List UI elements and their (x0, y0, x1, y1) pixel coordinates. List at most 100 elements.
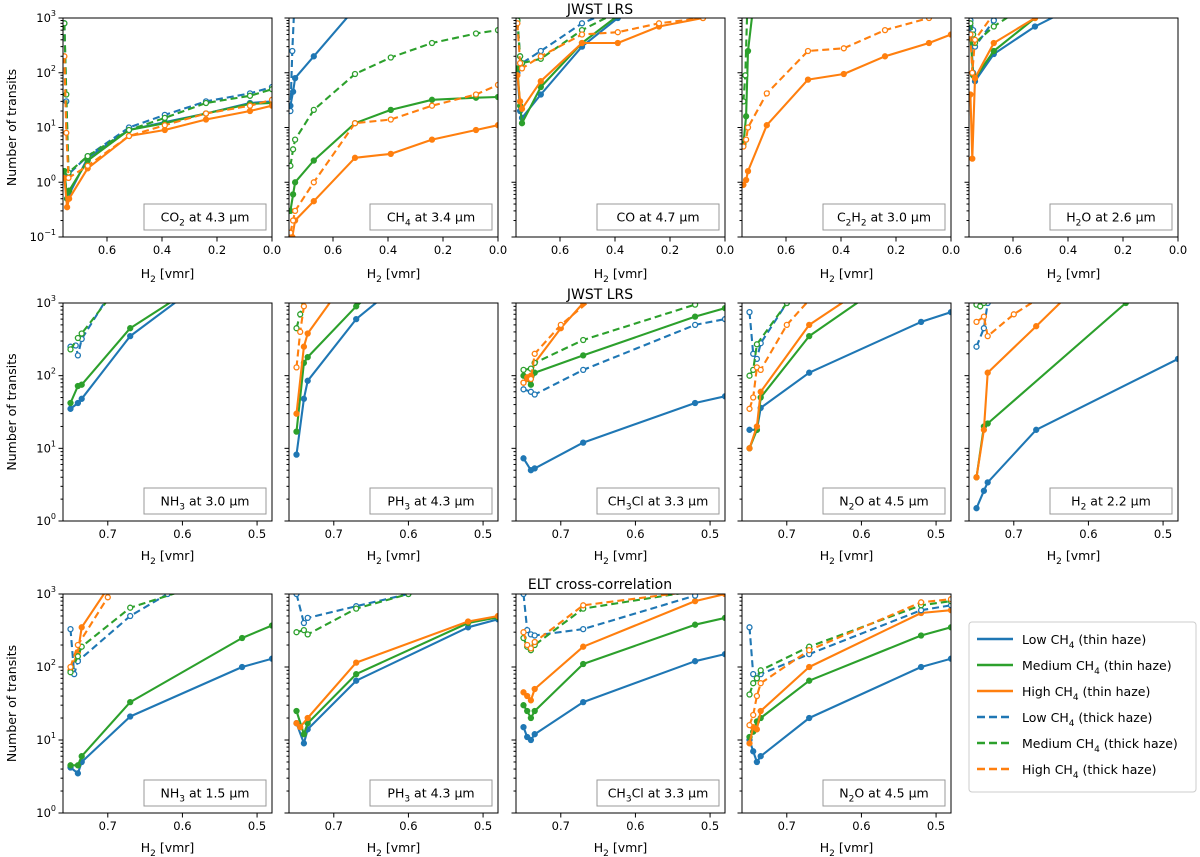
data-point-med_thin (990, 47, 997, 55)
data-point-low_thick (691, 321, 699, 329)
data-point-high_thin (969, 155, 976, 162)
data-point-high_thick (297, 328, 304, 336)
data-point-high_thick (1010, 311, 1017, 318)
panel-1-2: 0.6 0.4 0.2 0.0 H2 [vmr] CH4 at 3.4 μm (284, 17, 507, 285)
x-tick-label: 0.0 (716, 243, 734, 257)
data-point-med_thick (405, 594, 412, 598)
y-tick-label: 100 (36, 512, 56, 528)
series-line-low_thin (69, 303, 177, 410)
data-point-high_thick (746, 721, 753, 729)
data-point-low_thin (67, 405, 74, 412)
species-label-box (822, 203, 946, 231)
x-tick-label: 0.6 (324, 243, 342, 257)
x-axis-label: H2 [vmr] (1047, 548, 1101, 567)
y-axis-label: Number of transits (4, 353, 19, 470)
data-point-med_thick (74, 334, 82, 342)
series-line-high_thick (289, 83, 498, 233)
data-point-high_thin (746, 740, 753, 747)
series-line-med_thin (742, 18, 753, 145)
x-tick-label: 0.6 (777, 243, 795, 257)
x-axis-label: H2 [vmr] (367, 840, 421, 857)
y-tick-label: 102 (36, 658, 56, 674)
plot-frame (515, 593, 726, 814)
data-point-high_thick (881, 26, 889, 34)
data-point-high_thin (990, 39, 997, 47)
data-point-high_thin (614, 39, 621, 47)
x-tick-label: 0.7 (552, 819, 570, 833)
plot-frame (741, 593, 952, 814)
series-line-high_thin (742, 33, 951, 186)
x-tick-label: 0.0 (489, 243, 507, 257)
plot-frame (968, 17, 1179, 238)
species-label-box (369, 203, 493, 231)
species-label: CH3Cl at 3.3 μm (608, 786, 709, 805)
data-point-med_thick (428, 39, 436, 47)
data-point-high_thick (524, 641, 531, 649)
series-group (293, 594, 498, 747)
legend-label: High CH4 (thin haze) (1022, 684, 1150, 703)
data-point-high_thick (969, 31, 974, 38)
series-group (746, 303, 951, 452)
data-point-high_thick (104, 594, 111, 601)
data-point-low_thin (1033, 426, 1040, 433)
data-point-med_thick (289, 162, 294, 169)
data-point-med_thick (969, 20, 974, 27)
x-tick-label: 0.4 (832, 243, 850, 257)
species-label-box (596, 779, 720, 807)
data-point-high_thin (691, 597, 699, 605)
data-point-med_thin (293, 707, 300, 715)
data-point-high_thin (925, 39, 933, 47)
y-tick-label: 103 (36, 9, 56, 25)
x-tick-label: 0.6 (399, 527, 417, 541)
data-point-med_thin (387, 106, 394, 114)
data-point-low_thick (691, 594, 699, 599)
data-point-high_thin (537, 78, 544, 85)
data-point-low_thin (531, 731, 538, 738)
data-point-low_thick (537, 47, 544, 55)
data-point-high_thin (516, 98, 524, 105)
x-tick-label: 0.5 (927, 527, 945, 541)
x-axis-label: H2 [vmr] (820, 548, 874, 567)
x-tick-label: 0.7 (99, 819, 117, 833)
y-tick-label: 102 (36, 64, 56, 80)
data-point-high_thin (428, 136, 436, 143)
row-1: JWST LRS 10−1 100 101 102 103 0.6 0.4 0.2 0.0 H2 [… (4, 2, 1187, 285)
data-point-high_thick (63, 129, 70, 136)
data-point-med_thick (746, 372, 753, 379)
data-point-high_thick (578, 31, 586, 38)
data-point-med_thick (990, 23, 997, 30)
x-axis-label: H2 [vmr] (1047, 266, 1101, 285)
data-point-med_thick (297, 311, 304, 318)
x-tick-label: 0.0 (942, 243, 960, 257)
data-point-high_thin (980, 426, 988, 433)
data-point-low_thin (520, 723, 527, 731)
series-line-high_thin (748, 303, 844, 449)
data-point-med_thin (742, 113, 750, 120)
data-point-high_thin (840, 70, 847, 78)
data-point-high_thin (578, 39, 586, 47)
data-point-high_thin (806, 321, 813, 329)
data-point-low_thin (353, 677, 360, 684)
data-point-med_thick (74, 653, 82, 660)
data-point-low_thin (721, 393, 725, 400)
series-group (67, 594, 272, 777)
data-point-high_thick (763, 90, 770, 97)
plot-frame (741, 17, 952, 238)
data-point-high_thick (472, 91, 480, 98)
data-point-high_thin (304, 714, 311, 722)
data-point-med_thick (977, 303, 984, 310)
data-point-low_thin (291, 74, 299, 82)
data-point-low_thick (304, 614, 311, 622)
data-point-med_thick (494, 26, 498, 34)
series-line-high_thick (522, 594, 680, 650)
data-point-high_thick (527, 645, 535, 652)
data-point-low_thick (293, 594, 300, 598)
series-line-high_thin (295, 303, 331, 414)
species-label: CO2 at 4.3 μm (161, 210, 250, 229)
data-point-high_thick (428, 102, 436, 109)
data-point-high_thick (655, 20, 663, 27)
legend-label: Low CH4 (thick haze) (1022, 710, 1152, 729)
data-point-med_thick (127, 604, 134, 611)
data-point-high_thin (78, 624, 85, 631)
data-point-med_thick (106, 303, 109, 304)
